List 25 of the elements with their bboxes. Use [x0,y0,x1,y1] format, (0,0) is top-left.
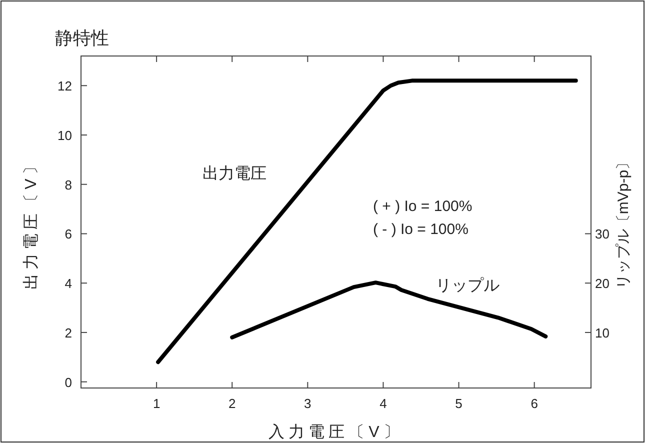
y-tick-label: 6 [64,226,72,242]
annotation: ( - ) Io = 100% [373,221,468,238]
y2-tick-label: 10 [595,325,610,340]
x-tick-label: 3 [304,396,312,411]
y-tick-label: 4 [64,276,72,292]
y-tick-label: 0 [64,374,72,390]
series-label: 出力電圧 [202,164,267,182]
line-series [156,78,578,364]
x-tick-label: 2 [228,396,236,411]
y-tick-label: 10 [58,128,72,143]
x-axis-title: 入力電圧〔V〕 [268,423,404,441]
y-tick-label: 12 [58,78,72,94]
y-axis-title: 出力電圧〔V〕 [22,154,40,290]
series-label: リップル [436,276,500,295]
y-tick-label: 8 [64,177,72,192]
x-tick-label: 4 [380,396,387,411]
y-tick-label: 2 [64,325,72,340]
y2-tick-label: 20 [595,276,610,292]
chart-title: 静特性 [55,28,109,48]
annotation: ( + ) Io = 100% [373,198,472,215]
x-tick-label: 5 [455,396,462,411]
x-tick-label: 1 [152,396,160,411]
y2-tick-label: 30 [595,226,610,242]
x-tick-label: 6 [530,396,538,411]
y2-axis-title: リップル〔mVp-p〕 [615,154,632,290]
